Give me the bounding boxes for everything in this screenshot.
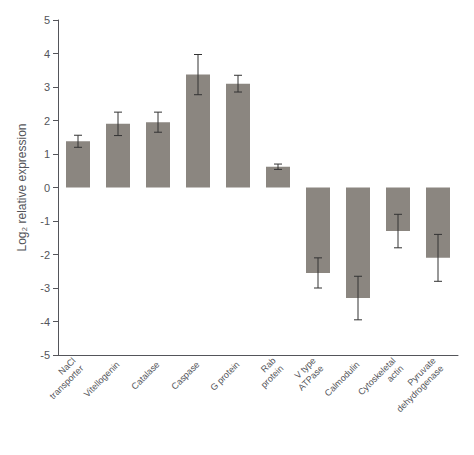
svg-text:4: 4 [44, 48, 50, 60]
svg-text:-1: -1 [40, 215, 50, 227]
svg-text:Rab: Rab [258, 355, 278, 375]
svg-text:Calmodulin: Calmodulin [323, 359, 362, 398]
svg-text:actin: actin [385, 363, 405, 383]
svg-text:Catalase: Catalase [129, 359, 161, 391]
svg-text:G protein: G protein [208, 359, 241, 392]
svg-text:-2: -2 [40, 249, 50, 261]
svg-text:2: 2 [44, 115, 50, 127]
svg-text:Vitellogenin: Vitellogenin [82, 359, 122, 399]
svg-text:Pyruvate: Pyruvate [405, 355, 438, 388]
svg-text:V type: V type [292, 355, 318, 381]
svg-text:3: 3 [44, 81, 50, 93]
svg-text:NaCl: NaCl [56, 355, 78, 377]
svg-text:transporter: transporter [48, 363, 86, 401]
svg-text:5: 5 [44, 14, 50, 26]
svg-text:Caspase: Caspase [169, 359, 201, 391]
svg-text:1: 1 [44, 148, 50, 160]
svg-text:-3: -3 [40, 282, 50, 294]
svg-text:dehydrogenase: dehydrogenase [395, 363, 446, 414]
svg-text:-4: -4 [40, 316, 50, 328]
svg-text:Log₂ relative expression: Log₂ relative expression [15, 123, 29, 251]
svg-text:0: 0 [44, 182, 50, 194]
svg-text:ATPase: ATPase [296, 363, 325, 392]
svg-text:protein: protein [259, 363, 286, 390]
svg-text:Cytoskeletal: Cytoskeletal [356, 355, 398, 398]
svg-text:-5: -5 [40, 349, 50, 361]
